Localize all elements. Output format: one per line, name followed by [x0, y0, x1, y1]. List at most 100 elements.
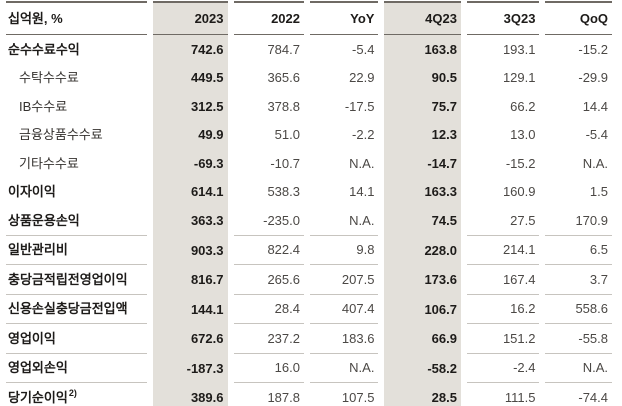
table-row-brokerage-fees: 수탁수수료 449.5 365.6 22.9 90.5 129.1 -29.9: [6, 63, 612, 92]
cell: 90.5: [384, 63, 461, 92]
row-label: 기타수수료: [19, 155, 79, 171]
cell: 187.8: [234, 383, 304, 406]
cell: 14.1: [349, 184, 375, 200]
cell: -69.3: [152, 149, 228, 178]
cell: N.A.: [545, 354, 612, 383]
row-label: 순수수료수익: [8, 41, 80, 57]
cell: 265.6: [233, 265, 304, 295]
table-row-credit-loss-provision: 신용손실충당금전입액 144.1 28.4 407.4 106.7 16.2 5…: [6, 294, 612, 324]
row-label: 상품운용손익: [6, 206, 147, 236]
header-row: 십억원, % 2023 2022 YoY 4Q23 3Q23 QoQ: [6, 1, 612, 35]
cell: -10.7: [270, 155, 300, 171]
cell: -17.5: [344, 98, 375, 114]
cell: 3.7: [545, 265, 612, 295]
cell: -15.2: [578, 41, 608, 57]
cell: 378.8: [267, 98, 300, 114]
table-row-other-fees: 기타수수료 -69.3 -10.7 N.A. -14.7 -15.2 N.A.: [6, 149, 612, 178]
cell: 784.7: [267, 41, 300, 57]
column-header-2022: 2022: [233, 1, 304, 35]
cell: 66.2: [510, 98, 536, 114]
column-header-4q23: 4Q23: [384, 1, 461, 35]
cell: 558.6: [545, 295, 612, 324]
cell: 9.8: [309, 236, 379, 265]
row-label: IB수수료: [19, 98, 68, 114]
cell: 107.5: [310, 383, 378, 406]
table-row-interest-income: 이자이익 614.1 538.3 14.1 163.3 160.9 1.5: [6, 177, 612, 206]
cell: 214.1: [466, 236, 540, 265]
cell: -58.2: [384, 353, 461, 383]
cell: 163.3: [384, 177, 461, 206]
cell: 449.5: [152, 63, 228, 92]
cell: 49.9: [152, 120, 228, 149]
cell: 1.5: [589, 184, 608, 200]
cell: -2.2: [352, 127, 375, 143]
cell: -15.2: [505, 155, 536, 171]
cell: 22.9: [349, 70, 375, 86]
cell: 228.0: [384, 235, 461, 265]
table-row-net-income: 당기순이익2) 389.6 187.8 107.5 28.5 111.5 -74…: [6, 383, 612, 406]
column-header-qoq: QoQ: [545, 1, 612, 35]
table-row-financial-product-fees: 금융상품수수료 49.9 51.0 -2.2 12.3 13.0 -5.4: [6, 120, 612, 149]
cell: 111.5: [467, 383, 540, 406]
row-label: 이자이익: [8, 184, 56, 200]
cell: 672.6: [152, 324, 228, 354]
footnote-ref: 2): [68, 388, 77, 399]
cell: 75.7: [384, 92, 461, 121]
cell: 363.3: [152, 206, 228, 236]
cell: 389.6: [152, 383, 228, 406]
cell: N.A.: [582, 155, 608, 171]
cell: 173.6: [384, 265, 461, 295]
table-row-trading-income: 상품운용손익 363.3 -235.0 N.A. 74.5 27.5 170.9: [6, 206, 612, 236]
cell: 183.6: [309, 324, 379, 354]
cell: 903.3: [152, 235, 228, 265]
cell: 74.5: [384, 206, 461, 236]
cell: N.A.: [309, 206, 379, 236]
cell: 312.5: [152, 92, 228, 121]
table-row-operating-profit: 영업이익 672.6 237.2 183.6 66.9 151.2 -55.8: [6, 324, 612, 354]
cell: -5.4: [585, 127, 608, 143]
cell: 365.6: [267, 70, 300, 86]
cell: 167.4: [466, 265, 540, 295]
cell: 816.7: [152, 265, 228, 295]
cell: 170.9: [545, 206, 612, 236]
row-label: 영업외손익: [6, 354, 147, 383]
cell: 28.5: [384, 383, 461, 406]
cell: 407.4: [309, 295, 379, 324]
cell: 822.4: [233, 236, 304, 265]
cell: 193.1: [502, 41, 536, 57]
cell: 16.2: [466, 295, 540, 324]
cell: 129.1: [502, 70, 536, 86]
row-label: 금융상품수수료: [19, 127, 103, 143]
cell: 237.2: [233, 324, 304, 354]
row-label-text: 당기순이익: [8, 389, 68, 405]
cell: N.A.: [349, 155, 375, 171]
cell: 13.0: [510, 127, 536, 143]
cell: N.A.: [309, 354, 379, 383]
table-row-net-fee-income: 순수수료수익 742.6 784.7 -5.4 163.8 193.1 -15.…: [6, 35, 612, 64]
cell: 742.6: [152, 35, 228, 64]
cell: -74.4: [545, 383, 612, 406]
cell: 51.0: [274, 127, 300, 143]
row-label: 영업이익: [6, 324, 147, 354]
table-row-ib-fees: IB수수료 312.5 378.8 -17.5 75.7 66.2 14.4: [6, 92, 612, 121]
cell: -2.4: [466, 354, 540, 383]
cell: 28.4: [233, 295, 304, 324]
cell: 14.4: [582, 98, 608, 114]
cell: 16.0: [233, 354, 304, 383]
cell: 160.9: [502, 184, 536, 200]
cell: 12.3: [384, 120, 461, 149]
unit-label: 십억원, %: [6, 1, 147, 35]
cell: 151.2: [466, 324, 540, 354]
cell: -14.7: [384, 149, 461, 178]
row-label: 충당금적립전영업이익: [6, 265, 147, 295]
cell: 163.8: [384, 35, 461, 64]
cell: 27.5: [466, 206, 540, 236]
table-row-non-operating-income: 영업외손익 -187.3 16.0 N.A. -58.2 -2.4 N.A.: [6, 353, 612, 383]
row-label: 일반관리비: [6, 236, 147, 265]
cell: -235.0: [233, 206, 304, 236]
cell: 538.3: [267, 184, 300, 200]
cell: 144.1: [152, 294, 228, 324]
cell: 66.9: [384, 324, 461, 354]
